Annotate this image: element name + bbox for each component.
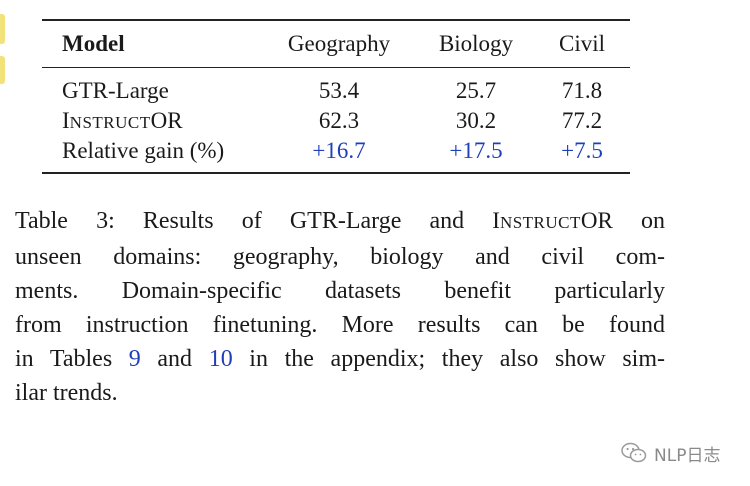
table-cell: 62.3 xyxy=(318,108,360,133)
highlight-mark xyxy=(0,56,5,84)
header-civil: Civil xyxy=(558,31,605,56)
gain-cell: +7.5 xyxy=(561,138,603,163)
gain-cell: +17.5 xyxy=(449,138,503,163)
table-top-rule xyxy=(42,19,630,21)
caption-line: Table 3: Results of GTR-Large and INSTRU… xyxy=(15,208,665,234)
table-row: Relative gain (%) +16.7 +17.5 +7.5 xyxy=(42,136,630,166)
results-table: Model Geography Biology Civil GTR-Large … xyxy=(42,19,630,174)
watermark: NLP日志 xyxy=(620,438,720,468)
table-mid-rule xyxy=(42,67,630,68)
table-row: GTR-Large 53.4 25.7 71.8 xyxy=(42,76,630,106)
header-model: Model xyxy=(62,31,125,56)
row-model-name: Relative gain (%) xyxy=(62,138,225,163)
caption-line: ments. Domain-specific datasets benefit … xyxy=(15,278,665,304)
wechat-icon xyxy=(621,442,647,463)
table-bottom-rule xyxy=(42,172,630,174)
caption-line: unseen domains: geography, biology and c… xyxy=(15,244,665,270)
caption-line: in Tables 9 and 10 in the appendix; they… xyxy=(15,346,666,372)
table-header-row: Model Geography Biology Civil xyxy=(42,21,630,67)
row-model-name: INSTRUCTOR xyxy=(62,108,183,133)
table-caption: Table 3: Results of GTR-Large and INSTRU… xyxy=(15,204,665,410)
caption-line: from instruction finetuning. More result… xyxy=(15,312,665,338)
highlight-mark xyxy=(0,14,5,44)
header-biology: Biology xyxy=(438,31,514,56)
row-model-name: GTR-Large xyxy=(62,78,169,103)
header-geography: Geography xyxy=(287,31,391,56)
table-row: INSTRUCTOR 62.3 30.2 77.2 xyxy=(42,106,630,136)
table-ref-link[interactable]: 10 xyxy=(208,346,233,372)
table-cell: 53.4 xyxy=(318,78,360,103)
table-cell: 25.7 xyxy=(455,78,497,103)
table-cell: 71.8 xyxy=(561,78,603,103)
table-cell: 77.2 xyxy=(561,108,603,133)
caption-line: ilar trends. xyxy=(15,380,118,406)
watermark-text: NLP日志 xyxy=(654,445,721,466)
gain-cell: +16.7 xyxy=(312,138,366,163)
table-ref-link[interactable]: 9 xyxy=(128,346,141,372)
table-cell: 30.2 xyxy=(455,108,497,133)
